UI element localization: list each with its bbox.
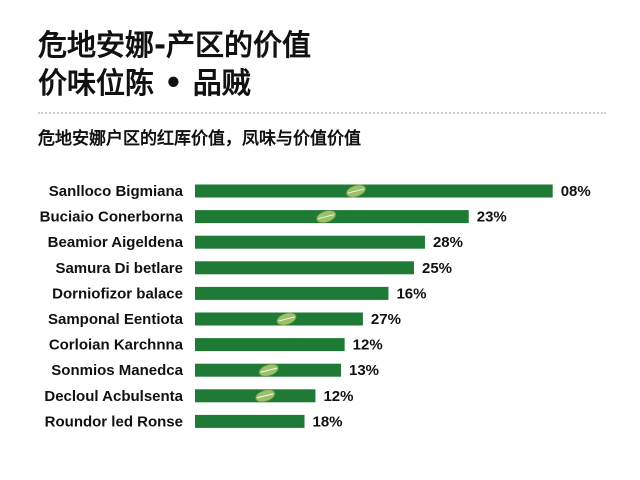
bar — [195, 338, 345, 352]
bar-row: Dorniofizor balace 16% — [52, 285, 426, 302]
category-label: Sanlloco Bigmiana — [49, 183, 184, 200]
category-label: Roundor led Ronse — [45, 413, 183, 430]
category-label: Samura Di betlare — [55, 260, 183, 277]
category-label: Samponal Eentiota — [48, 311, 184, 328]
category-label: Buciaio Conerborna — [40, 209, 184, 226]
bar — [195, 261, 414, 275]
value-label: 12% — [353, 337, 383, 354]
value-label: 12% — [323, 388, 353, 405]
category-label: Decloul Acbulsenta — [44, 388, 183, 405]
title-divider — [38, 112, 606, 114]
chart-title-line-1: 危地安娜-产区的价值 — [38, 28, 312, 62]
chart-title-line-2: 价味位陈 • 品贼 — [38, 66, 251, 100]
category-label: Dorniofizor balace — [52, 285, 183, 302]
bar-row: Corloian Karchnna 12% — [49, 337, 383, 354]
bar — [195, 389, 316, 403]
value-label: 25% — [422, 260, 452, 277]
bar — [195, 414, 305, 428]
bar-row: Beamior Aigeldena 28% — [48, 234, 463, 251]
bar-row: Sanlloco Bigmiana 08% — [49, 183, 591, 200]
leaf-icon — [258, 363, 279, 377]
leaf-icon — [316, 210, 337, 224]
value-label: 18% — [313, 413, 343, 430]
chart-title: 危地安娜-产区的价值 价味位陈 • 品贼 — [38, 26, 598, 102]
value-label: 08% — [561, 183, 591, 200]
bar — [195, 235, 425, 249]
bar-row: Samponal Eentiota 27% — [48, 311, 401, 328]
bar-row: Samura Di betlare 25% — [55, 260, 452, 277]
value-label: 13% — [349, 362, 379, 379]
bar — [195, 184, 553, 198]
bar-row: Decloul Acbulsenta 12% — [44, 388, 353, 405]
bar — [195, 286, 389, 300]
category-label: Beamior Aigeldena — [48, 234, 184, 251]
bar-row: Sonmios Manedca 13% — [51, 362, 379, 379]
leaf-icon — [276, 312, 297, 326]
value-label: 27% — [371, 311, 401, 328]
category-label: Corloian Karchnna — [49, 337, 184, 354]
value-label: 28% — [433, 234, 463, 251]
leaf-icon — [255, 389, 276, 403]
value-label: 23% — [477, 209, 507, 226]
bar-row: Buciaio Conerborna 23% — [40, 209, 507, 226]
category-label: Sonmios Manedca — [51, 362, 183, 379]
value-label: 16% — [396, 285, 426, 302]
bar-row: Roundor led Ronse 18% — [45, 413, 343, 430]
leaf-icon — [345, 184, 367, 198]
chart-subtitle: 危地安娜户区的红厍价值，凤味与价值价值 — [38, 129, 361, 149]
